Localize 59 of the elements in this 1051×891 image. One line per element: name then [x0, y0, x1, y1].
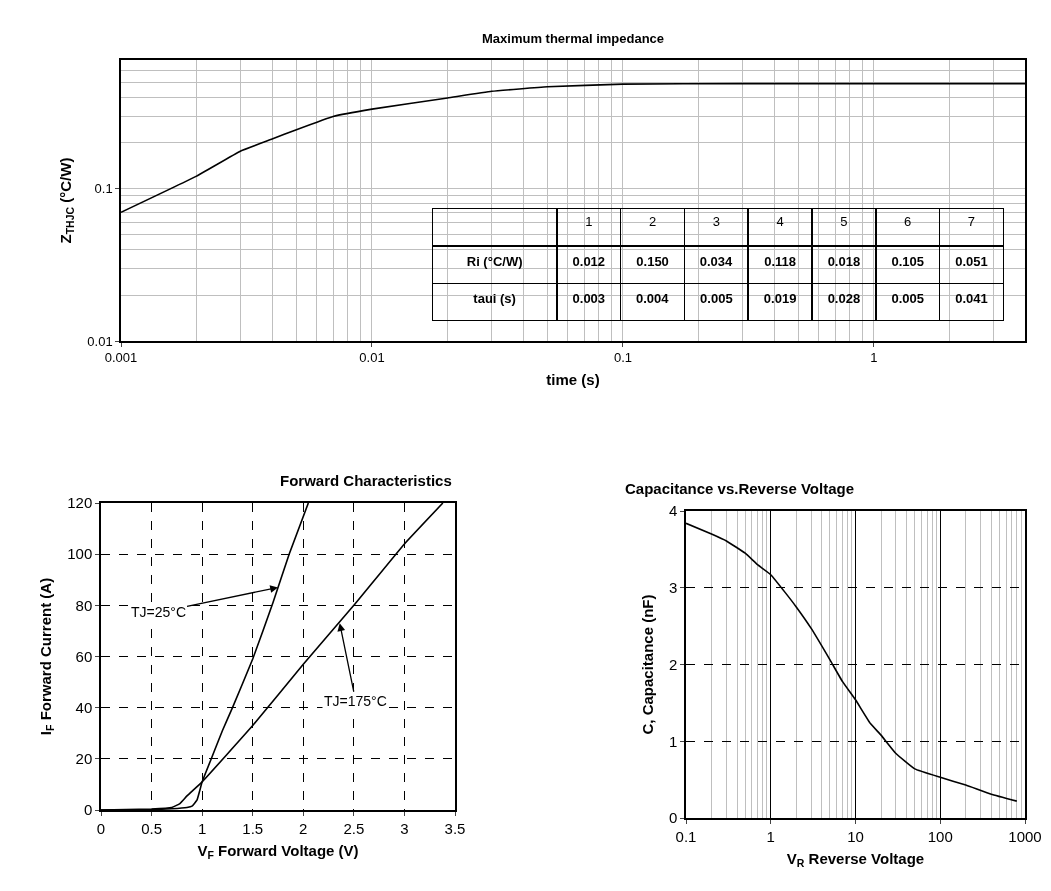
y-tick-label: 20 [75, 750, 93, 768]
y-tick-label: 60 [75, 647, 93, 665]
x-tick-label: 0.1 [613, 350, 632, 366]
annotation: 0.105 [891, 254, 924, 269]
annotation: 0.018 [827, 254, 861, 269]
x-tick-label: 0.001 [104, 350, 138, 366]
y-tick-label: 100 [67, 545, 93, 563]
y-tick-label: 3 [668, 579, 678, 596]
annotation: 3 [712, 214, 720, 230]
x-tick-label: 10 [847, 827, 864, 845]
x-tick-label: 1 [197, 819, 207, 837]
annotation: 0.118 [764, 254, 797, 269]
y-tick-label: 2 [668, 655, 678, 673]
annotation: 0.051 [955, 254, 988, 269]
x-tick-label: 1 [870, 350, 878, 366]
x-tick-label: 1.5 [242, 819, 264, 837]
annotation: 6 [904, 214, 912, 230]
annotation: 0.012 [572, 254, 606, 269]
annotation: 7 [967, 214, 976, 230]
x-axis-title: time (s) [546, 370, 600, 388]
x-tick-label: 3 [400, 819, 409, 837]
annotation: 0.003 [572, 291, 606, 307]
x-axis-title: V$_{R}$ Reverse Voltage [786, 850, 925, 870]
annotation: taui (s) [473, 291, 516, 307]
annotation: TJ=175°C [324, 693, 387, 709]
annotation: 0.005 [891, 291, 924, 307]
y-tick-label: 0.01 [87, 333, 113, 349]
y-tick-label: 120 [67, 494, 93, 512]
x-tick-label: 2 [299, 819, 308, 837]
y-tick-label: 80 [75, 596, 93, 614]
x-tick-label: 1000 [1008, 827, 1042, 845]
x-tick-label: 2.5 [343, 819, 365, 837]
y-tick-label: 1 [668, 732, 678, 750]
annotation: 0.005 [700, 291, 733, 307]
chart-title: Capacitance vs.Reverse Voltage [625, 480, 855, 497]
annotation: TJ=25°C [131, 604, 187, 620]
x-tick-label: 0.5 [141, 819, 162, 837]
annotation: 0.150 [636, 254, 669, 269]
x-tick-label: 3.5 [444, 819, 466, 837]
annotation: 2 [648, 214, 657, 230]
x-tick-label: 0.01 [359, 350, 385, 366]
x-tick-label: 1 [766, 827, 775, 845]
annotation: 5 [840, 214, 848, 230]
y-tick-label: 40 [75, 698, 93, 716]
chart-title: Forward Characteristics [280, 472, 452, 489]
annotation: 4 [776, 214, 784, 230]
x-axis-title: V$_{F}$ Forward Voltage (V) [197, 842, 359, 862]
annotation: 0.041 [955, 291, 988, 307]
y-tick-label: 4 [668, 502, 678, 520]
annotation: Ri (°C/W) [466, 254, 523, 269]
annotation: 0.034 [699, 254, 734, 269]
x-tick-label: 100 [927, 827, 953, 845]
annotation: 0.004 [635, 291, 670, 307]
y-tick-label: 0 [83, 801, 93, 819]
chart-title: Maximum thermal impedance [482, 31, 665, 46]
y-axis-title: C, Capacitance (nF) [638, 594, 656, 735]
annotation: 1 [585, 214, 593, 230]
annotation: 0.019 [763, 291, 797, 307]
annotation: 0.028 [827, 291, 861, 307]
